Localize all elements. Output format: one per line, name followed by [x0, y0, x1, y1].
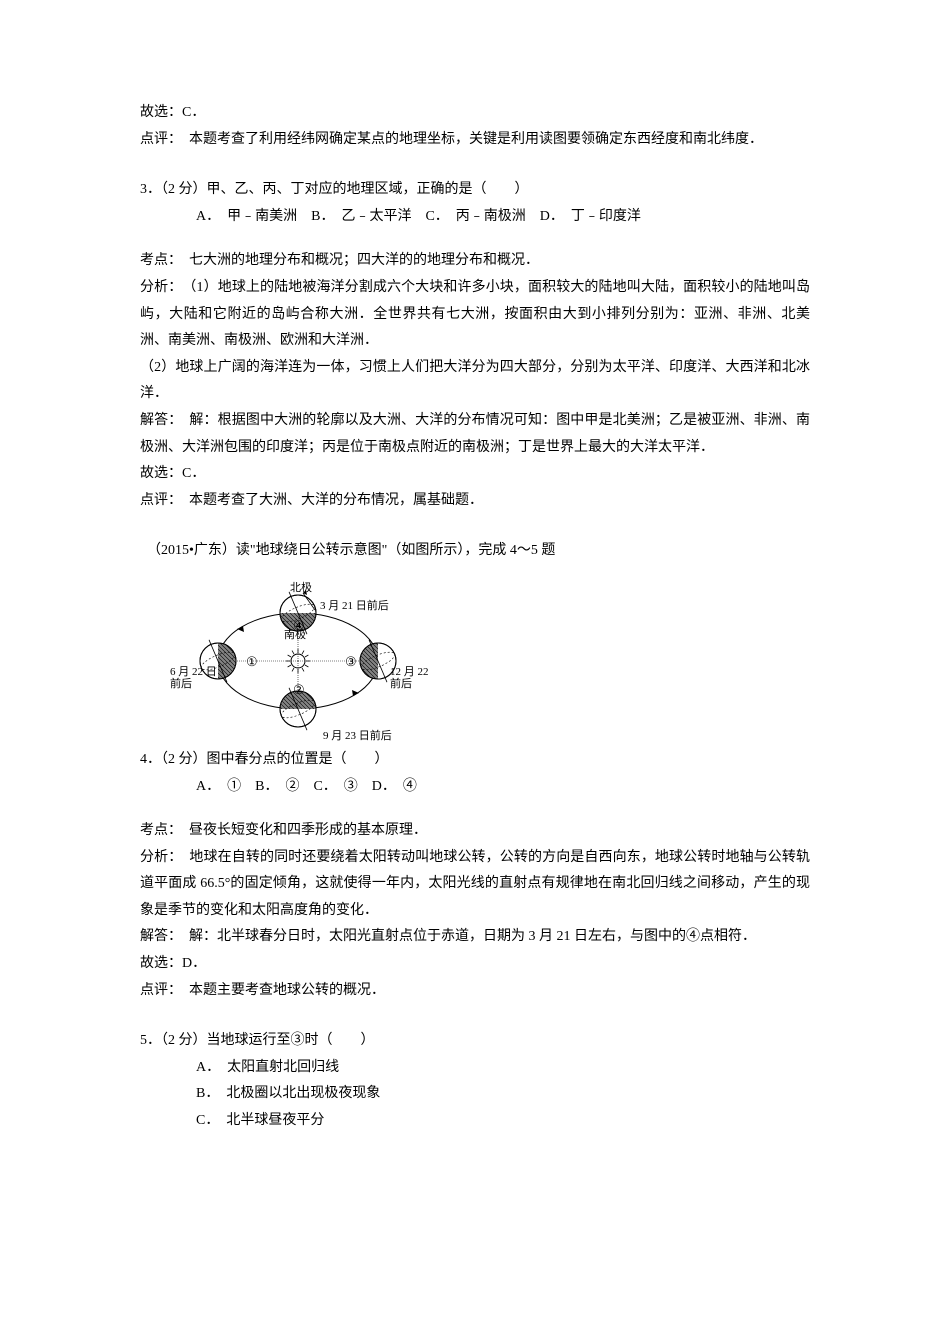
svg-text:12 月 22 日: 12 月 22 日 [390, 666, 428, 678]
q4-jieda: 解答： 解：北半球春分日时，太阳光直射点位于赤道，日期为 3 月 21 日左右，… [140, 924, 810, 951]
q3-kaodian: 考点： 七大洲的地理分布和概况；四大洋的的地理分布和概况． [140, 248, 810, 275]
svg-text:②: ② [293, 682, 305, 697]
svg-text:前后: 前后 [170, 676, 192, 690]
earth-revolution-svg: 3 月 21 日前后9 月 23 日前后6 月 22 日前后12 月 22 日前… [168, 571, 428, 741]
svg-text:北极: 北极 [290, 580, 312, 594]
svg-text:前后: 前后 [390, 676, 412, 690]
prev-answer-comment: 点评： 本题考查了利用经纬网确定某点的地理坐标，关键是利用读图要领确定东西经度和… [140, 127, 810, 154]
q4-guxuan: 故选：D． [140, 951, 810, 978]
q4-options: A． ① B． ② C． ③ D． ④ [140, 774, 810, 801]
q3-guxuan: 故选：C． [140, 461, 810, 488]
q4-kaodian: 考点： 昼夜长短变化和四季形成的基本原理． [140, 818, 810, 845]
svg-text:①: ① [246, 654, 258, 669]
q5-option-c: C． 北半球昼夜平分 [140, 1108, 810, 1135]
q3-dianping: 点评： 本题考查了大洲、大洋的分布情况，属基础题． [140, 488, 810, 515]
q5-option-b: B． 北极圈以北出现极夜现象 [140, 1081, 810, 1108]
intro-4-5: （2015•广东）读"地球绕日公转示意图"（如图所示），完成 4～5 题 [140, 538, 810, 565]
q3-jieda: 解答： 解：根据图中大洲的轮廓以及大洲、大洋的分布情况可知：图中甲是北美洲；乙是… [140, 408, 810, 461]
svg-text:③: ③ [345, 654, 357, 669]
q3-options: A． 甲﹣南美洲 B． 乙﹣太平洋 C． 丙﹣南极洲 D． 丁﹣印度洋 [140, 204, 810, 231]
q5-stem: 5．（2 分）当地球运行至③时（ ） [140, 1028, 810, 1055]
svg-text:④: ④ [293, 618, 305, 633]
q4-fenxi: 分析： 地球在自转的同时还要绕着太阳转动叫地球公转，公转的方向是自西向东，地球公… [140, 845, 810, 925]
prev-answer-selection: 故选：C． [140, 100, 810, 127]
q4-dianping: 点评： 本题主要考查地球公转的概况． [140, 978, 810, 1005]
q3-stem: 3．（2 分）甲、乙、丙、丁对应的地理区域，正确的是（ ） [140, 177, 810, 204]
svg-text:9 月 23 日前后: 9 月 23 日前后 [323, 728, 392, 741]
revolution-diagram: 3 月 21 日前后9 月 23 日前后6 月 22 日前后12 月 22 日前… [140, 571, 810, 741]
svg-text:6 月 22 日: 6 月 22 日 [170, 666, 217, 678]
svg-text:3 月 21 日前后: 3 月 21 日前后 [320, 598, 389, 612]
q3-fenxi-b: （2）地球上广阔的海洋连为一体，习惯上人们把大洋分为四大部分，分别为太平洋、印度… [140, 355, 810, 408]
q3-fenxi-a: 分析： （1）地球上的陆地被海洋分割成六个大块和许多小块，面积较大的陆地叫大陆，… [140, 275, 810, 355]
q4-stem: 4．（2 分）图中春分点的位置是（ ） [140, 747, 810, 774]
q5-option-a: A． 太阳直射北回归线 [140, 1055, 810, 1082]
